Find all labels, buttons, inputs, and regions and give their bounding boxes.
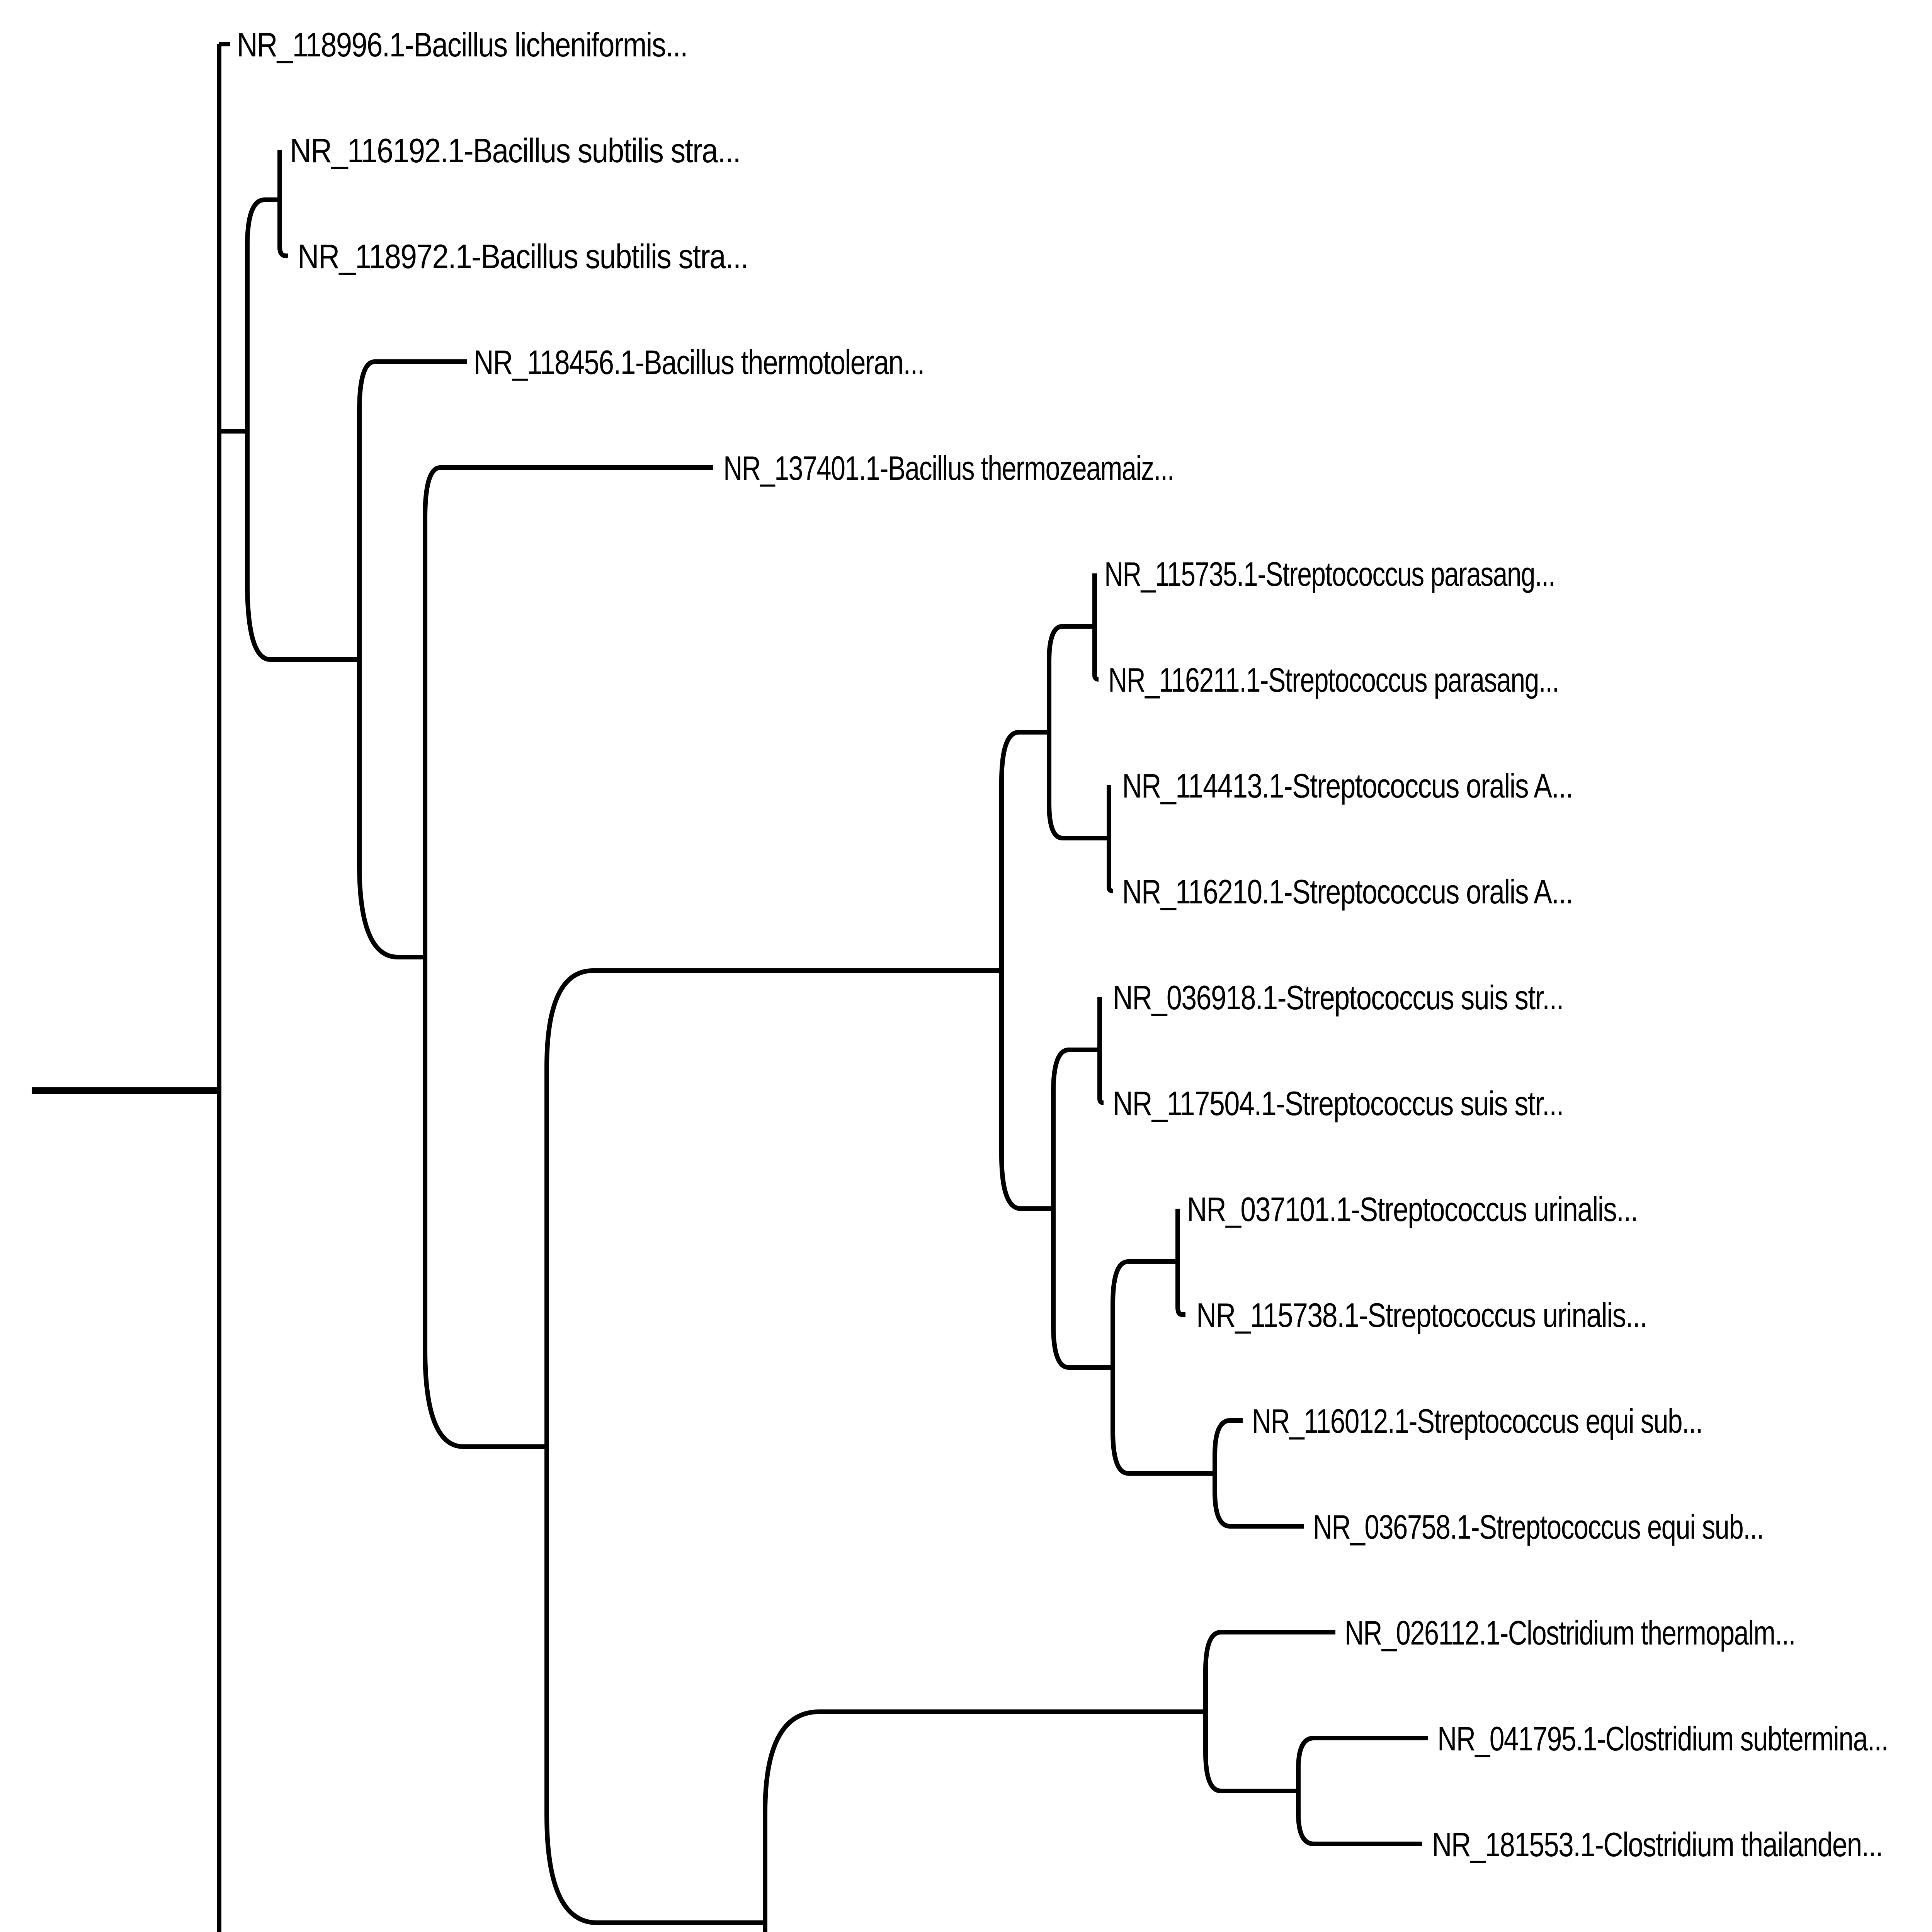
branch-node-urinalis-equi	[1111, 1259, 1215, 1476]
branch-node-P2	[357, 359, 467, 959]
branch-node-urinalis-pair	[1175, 1209, 1185, 1317]
taxon-label: NR_116210.1-Streptococcus oralis A...	[1122, 872, 1573, 911]
branch-node-subtilis-pair	[277, 150, 288, 258]
branch-node-clostridium-root	[1203, 1630, 1335, 1793]
taxon-label: NR_116012.1-Streptococcus equi sub...	[1252, 1402, 1702, 1440]
branch-node-parasang-pair	[1092, 573, 1099, 682]
taxon-label: NR_137401.1-Bacillus thermozeamaiz...	[723, 449, 1174, 487]
branch-node-P1	[245, 197, 359, 662]
taxon-label: NR_036918.1-Streptococcus suis str...	[1113, 978, 1563, 1017]
taxon-label: NR_036758.1-Streptococcus equi sub...	[1313, 1508, 1764, 1546]
taxon-label: NR_181553.1-Clostridium thailanden...	[1432, 1825, 1883, 1864]
taxon-label: NR_041795.1-Clostridium subtermina...	[1437, 1719, 1888, 1758]
branch-node-suis-urinalis-equi	[1051, 1048, 1113, 1370]
taxon-label: NR_026112.1-Clostridium thermopalm...	[1345, 1614, 1795, 1652]
branch-node-CFP	[763, 1709, 1206, 1932]
taxon-label: NR_115735.1-Streptococcus parasang...	[1104, 555, 1555, 593]
taxon-label: NR_116192.1-Bacillus subtilis stra...	[290, 131, 740, 170]
taxon-label: NR_115738.1-Streptococcus urinalis...	[1196, 1296, 1647, 1334]
branch-node-C626	[544, 968, 1002, 1925]
branch-node-P3	[423, 465, 713, 1449]
branch-node-parasang-oralis	[1047, 624, 1109, 840]
branch-node-oralis-pair	[1107, 785, 1113, 893]
branch-node-strep-root	[999, 730, 1053, 1211]
taxon-label: NR_114413.1-Streptococcus oralis A...	[1122, 767, 1573, 805]
taxon-label: NR_118996.1-Bacillus licheniformis...	[237, 26, 687, 64]
taxon-label: NR_117504.1-Streptococcus suis str...	[1113, 1084, 1563, 1122]
taxon-label: NR_118972.1-Bacillus subtilis stra...	[298, 237, 748, 276]
branch-node-clostridium-pair	[1296, 1736, 1428, 1846]
taxon-label: NR_037101.1-Streptococcus urinalis...	[1187, 1190, 1638, 1228]
taxon-label: NR_118456.1-Bacillus thermotoleran...	[474, 343, 924, 381]
branch-node-equi-pair	[1213, 1418, 1304, 1529]
branch-node-suis-pair	[1097, 997, 1104, 1105]
taxon-label: NR_116211.1-Streptococcus parasang...	[1108, 661, 1559, 699]
